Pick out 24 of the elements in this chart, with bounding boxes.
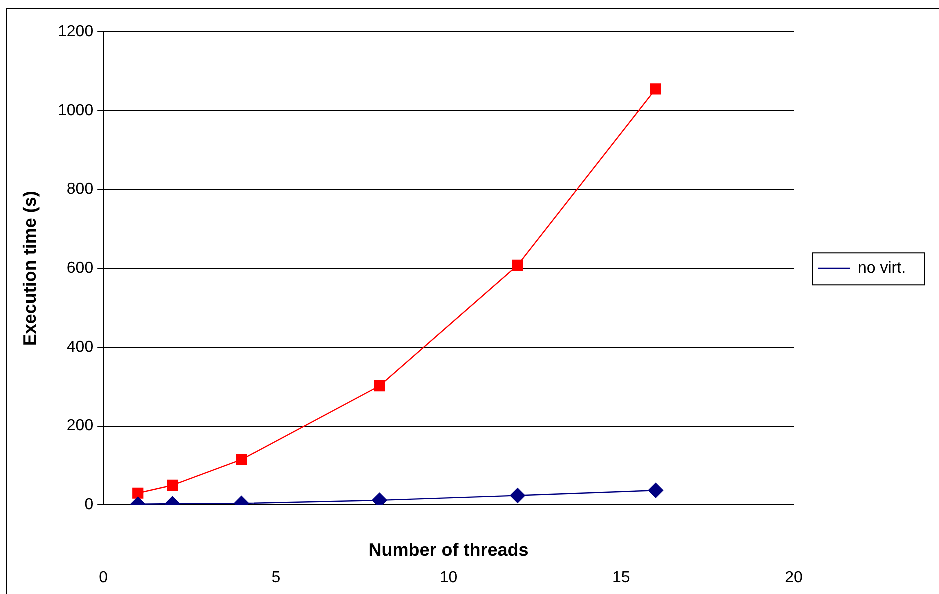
y-axis-title: Execution time (s) <box>20 191 40 346</box>
point <box>512 260 524 271</box>
x-tick-label: 15 <box>612 569 630 586</box>
x-axis-title: Number of threads <box>368 540 529 560</box>
x-tick-label: 20 <box>785 569 803 586</box>
legend-label: no virt. <box>858 260 906 278</box>
y-tick-label: 1000 <box>58 102 94 120</box>
point <box>132 488 144 499</box>
x-tick-label: 5 <box>272 569 281 586</box>
y-tick-label: 200 <box>66 418 94 435</box>
y-tick-label: 1200 <box>58 23 94 40</box>
x-tick-label: 10 <box>440 569 458 586</box>
point <box>510 488 526 504</box>
point <box>648 483 664 498</box>
y-tick-label: 600 <box>66 260 94 278</box>
y-tick-label: 800 <box>66 181 94 198</box>
y-tick-label: 0 <box>84 496 94 514</box>
point <box>650 84 662 95</box>
x-tick-label: 0 <box>99 569 108 586</box>
y-tick-label: 400 <box>66 338 94 356</box>
point <box>372 492 388 506</box>
point <box>236 454 248 466</box>
point <box>167 480 178 492</box>
point <box>374 380 386 392</box>
